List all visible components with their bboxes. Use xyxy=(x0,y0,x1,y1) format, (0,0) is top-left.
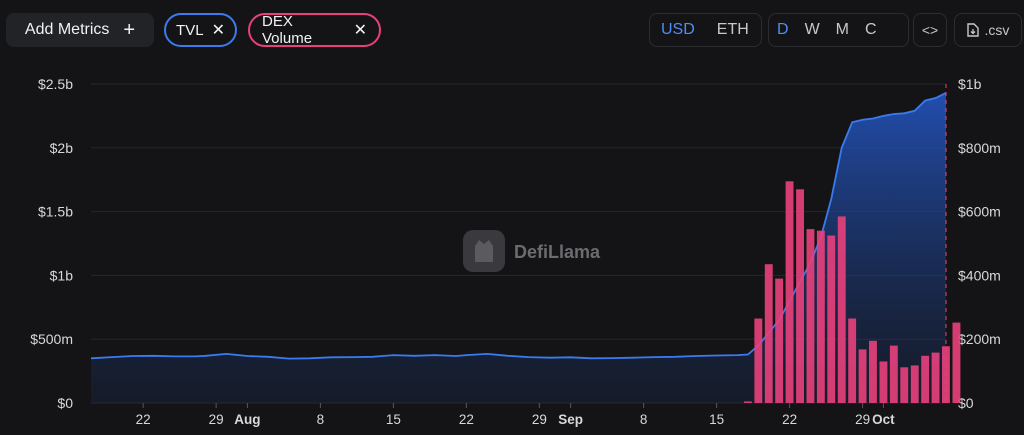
x-tick-label: Sep xyxy=(558,412,583,427)
x-tick-label: 8 xyxy=(640,412,648,427)
plus-icon: + xyxy=(123,19,136,41)
csv-label: .csv xyxy=(984,22,1010,38)
left-tick-label: $0 xyxy=(57,395,73,411)
right-tick-label: $200m xyxy=(958,331,1001,347)
dex-volume-bar xyxy=(816,230,825,403)
right-tick-label: $1b xyxy=(958,76,982,92)
x-tick-label: 15 xyxy=(709,412,724,427)
left-tick-label: $2.5b xyxy=(38,76,73,92)
dex-volume-bar xyxy=(806,229,815,403)
dex-volume-bar xyxy=(775,278,784,403)
dex-volume-bar xyxy=(796,189,804,403)
left-tick-label: $1.5b xyxy=(38,204,73,220)
right-tick-label: $400m xyxy=(958,267,1001,283)
x-tick-label: 22 xyxy=(782,412,797,427)
left-tick-label: $500m xyxy=(30,331,73,347)
right-tick-label: $800m xyxy=(958,140,1001,156)
right-tick-label: $600m xyxy=(958,204,1001,220)
left-axis: $0 $500m $1b $1.5b $2b $2.5b xyxy=(30,76,73,411)
dex-volume-bar xyxy=(848,318,857,403)
x-tick-label: 22 xyxy=(136,412,151,427)
x-tick-label: Aug xyxy=(234,412,260,427)
embed-button[interactable]: <> xyxy=(913,13,947,47)
dex-volume-bar xyxy=(785,181,794,403)
dex-volume-series xyxy=(743,181,961,403)
metric-chip-tvl[interactable]: TVL ✕ xyxy=(164,13,237,47)
add-metrics-button[interactable]: Add Metrics + xyxy=(6,13,154,47)
currency-option-eth[interactable]: ETH xyxy=(716,21,749,38)
left-tick-label: $1b xyxy=(50,267,74,283)
right-axis: $0 $200m $400m $600m $800m $1b xyxy=(958,76,1001,411)
metric-chip-tvl-label: TVL xyxy=(176,21,204,39)
dex-volume-bar xyxy=(858,349,867,403)
dex-volume-bar xyxy=(879,361,888,403)
dex-volume-bar xyxy=(921,355,930,403)
currency-toggle: USD ETH xyxy=(649,13,762,47)
chart-toolbar: Add Metrics + TVL ✕ DEX Volume ✕ USD ETH… xyxy=(0,0,1024,62)
watermark-label: DefiLlama xyxy=(514,242,601,262)
metric-chip-dex-volume-label: DEX Volume xyxy=(262,13,313,47)
dex-volume-bar xyxy=(827,235,836,403)
x-tick-label: 22 xyxy=(459,412,474,427)
dex-volume-bar xyxy=(743,401,752,403)
x-axis: 22 29 Aug 8 15 22 29 Sep 8 15 22 29 Oct xyxy=(136,403,895,427)
dex-volume-bar xyxy=(889,345,898,403)
x-tick-label: 29 xyxy=(532,412,547,427)
dex-volume-bar xyxy=(837,216,846,403)
period-option-m[interactable]: M xyxy=(835,21,849,38)
dex-volume-bar xyxy=(764,264,773,403)
code-brackets-icon: <> xyxy=(921,22,939,38)
csv-download-button[interactable]: .csv xyxy=(954,13,1022,47)
period-option-c[interactable]: C xyxy=(865,21,877,38)
dex-volume-bar xyxy=(754,318,763,403)
dex-volume-bar xyxy=(931,352,940,403)
x-tick-label: 29 xyxy=(209,412,224,427)
dex-volume-bar xyxy=(910,365,919,403)
dex-volume-bar xyxy=(952,322,961,403)
close-icon[interactable]: ✕ xyxy=(353,22,367,39)
x-tick-label: 15 xyxy=(386,412,401,427)
add-metrics-label: Add Metrics xyxy=(24,21,110,38)
defillama-watermark: DefiLlama xyxy=(463,230,601,272)
left-tick-label: $2b xyxy=(50,140,74,156)
close-icon[interactable]: ✕ xyxy=(211,22,225,39)
period-option-d[interactable]: D xyxy=(777,21,789,38)
x-tick-label: 29 xyxy=(855,412,870,427)
tvl-line xyxy=(90,92,947,360)
tvl-dex-volume-chart: $0 $500m $1b $1.5b $2b $2.5b $0 $200m $400m $600… xyxy=(30,76,1001,427)
period-option-w[interactable]: W xyxy=(804,21,820,38)
currency-option-usd[interactable]: USD xyxy=(661,21,695,38)
download-file-icon xyxy=(966,23,979,37)
period-toggle: D W M C xyxy=(768,13,909,47)
x-tick-label: 8 xyxy=(317,412,325,427)
metric-chip-dex-volume[interactable]: DEX Volume ✕ xyxy=(248,13,381,47)
x-tick-label: Oct xyxy=(872,412,895,427)
dex-volume-bar xyxy=(869,340,877,403)
right-tick-label: $0 xyxy=(958,395,974,411)
dex-volume-bar xyxy=(900,367,909,403)
